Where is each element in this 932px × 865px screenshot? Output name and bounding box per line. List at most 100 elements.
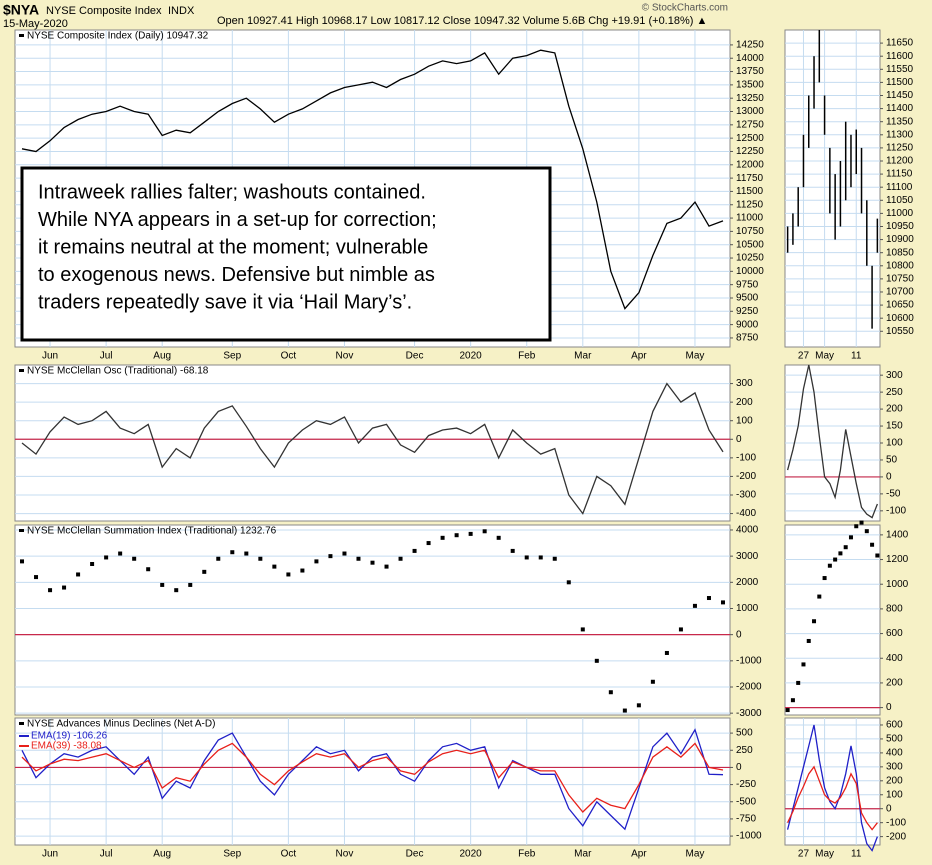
- dot: [286, 572, 291, 577]
- data-line: [21, 382, 724, 515]
- dot: [594, 658, 599, 663]
- dot: [827, 563, 832, 568]
- dot: [90, 561, 95, 566]
- dot: [678, 627, 683, 632]
- dot: [580, 627, 585, 632]
- title-swatch: [19, 34, 24, 37]
- y-tick-label: -250: [736, 779, 756, 790]
- dot: [524, 555, 529, 560]
- dot: [118, 551, 123, 556]
- y-tick-label: 600: [886, 628, 903, 639]
- dot: [812, 619, 817, 624]
- data-line: [21, 49, 724, 310]
- y-tick-label: 3000: [736, 551, 759, 562]
- x-tick-label: Oct: [281, 849, 297, 860]
- data-line: [21, 742, 724, 813]
- symbol: $NYA: [3, 2, 39, 18]
- y-tick-label: 10250: [736, 253, 764, 264]
- panel: [784, 29, 881, 348]
- y-tick-label: 11500: [886, 77, 914, 88]
- data-line: [786, 724, 879, 852]
- y-tick-label: -200: [886, 831, 906, 842]
- y-tick-label: 11350: [886, 116, 914, 127]
- source: © StockCharts.com: [642, 3, 728, 14]
- dot: [806, 638, 811, 643]
- dot: [314, 559, 319, 564]
- y-tick-label: 11200: [886, 156, 914, 167]
- title-swatch: [19, 722, 24, 725]
- y-tick-label: 200: [736, 397, 753, 408]
- y-tick-label: 0: [886, 702, 892, 713]
- y-tick-label: 10600: [886, 313, 914, 324]
- index-name: NYSE Composite Index: [46, 5, 162, 17]
- annotation-line: Intraweek rallies falter; washouts conta…: [38, 181, 426, 203]
- y-tick-label: 0: [736, 434, 742, 445]
- y-tick-label: 0: [886, 803, 892, 814]
- dot: [870, 542, 875, 547]
- y-tick-label: 250: [736, 745, 753, 756]
- dot: [132, 556, 137, 561]
- dot: [48, 588, 53, 593]
- y-tick-label: 1000: [886, 579, 909, 590]
- y-tick-label: 9000: [736, 319, 759, 330]
- dot: [188, 582, 193, 587]
- y-tick-label: 10750: [886, 274, 914, 285]
- y-tick-label: 14000: [736, 53, 764, 64]
- dot: [790, 698, 795, 703]
- dot: [496, 535, 501, 540]
- x-tick-label: 11: [851, 849, 862, 860]
- y-tick-label: 12500: [736, 133, 764, 144]
- y-tick-label: 150: [886, 421, 903, 432]
- x-tick-label: 27: [798, 849, 810, 860]
- y-tick-label: 10650: [886, 300, 914, 311]
- dot: [104, 555, 109, 560]
- y-tick-label: 11150: [886, 169, 913, 180]
- y-tick-label: 800: [886, 604, 903, 615]
- dot: [244, 551, 249, 556]
- x-tick-label: 2020: [460, 849, 483, 860]
- y-tick-label: 400: [886, 748, 903, 759]
- dot: [848, 535, 853, 540]
- dot: [510, 548, 515, 553]
- dot: [801, 662, 806, 667]
- y-tick-label: 11400: [886, 103, 914, 114]
- dot: [146, 567, 151, 572]
- dot: [833, 557, 838, 562]
- y-tick-label: 11100: [886, 182, 913, 193]
- y-tick-label: 500: [736, 728, 753, 739]
- dot: [20, 559, 25, 564]
- y-tick-label: 11250: [886, 143, 914, 154]
- x-tick-label: Sep: [223, 849, 241, 860]
- dot: [426, 541, 431, 546]
- dot: [34, 575, 39, 580]
- dot: [370, 560, 375, 565]
- x-tick-label: Aug: [153, 351, 171, 362]
- y-tick-label: 9250: [736, 306, 759, 317]
- panel-title: NYSE McClellan Summation Index (Traditio…: [27, 526, 277, 537]
- panel-title: NYSE Composite Index (Daily) 10947.32: [27, 31, 209, 42]
- y-tick-label: 300: [736, 378, 753, 389]
- dot: [864, 529, 869, 534]
- dot: [398, 556, 403, 561]
- dot: [838, 551, 843, 556]
- dot: [566, 580, 571, 585]
- y-tick-label: 2000: [736, 577, 759, 588]
- x-tick-label: Jun: [42, 849, 58, 860]
- y-tick-label: 0: [736, 629, 742, 640]
- y-tick-label: 11450: [886, 90, 914, 101]
- y-tick-label: 9750: [736, 279, 759, 290]
- y-tick-label: 11600: [886, 51, 914, 62]
- annotation-line: traders repeatedly save it via ‘Hail Mar…: [38, 291, 412, 313]
- x-tick-label: Apr: [631, 849, 647, 860]
- y-tick-label: 100: [886, 789, 903, 800]
- y-tick-label: 9500: [736, 293, 759, 304]
- y-tick-label: 0: [886, 472, 892, 483]
- dot: [272, 564, 277, 569]
- dot: [258, 556, 263, 561]
- dot: [468, 531, 473, 536]
- y-tick-label: -100: [886, 505, 906, 516]
- dot: [62, 585, 67, 590]
- exchange: INDX: [168, 5, 195, 17]
- x-tick-label: Jul: [100, 849, 113, 860]
- dot: [76, 572, 81, 577]
